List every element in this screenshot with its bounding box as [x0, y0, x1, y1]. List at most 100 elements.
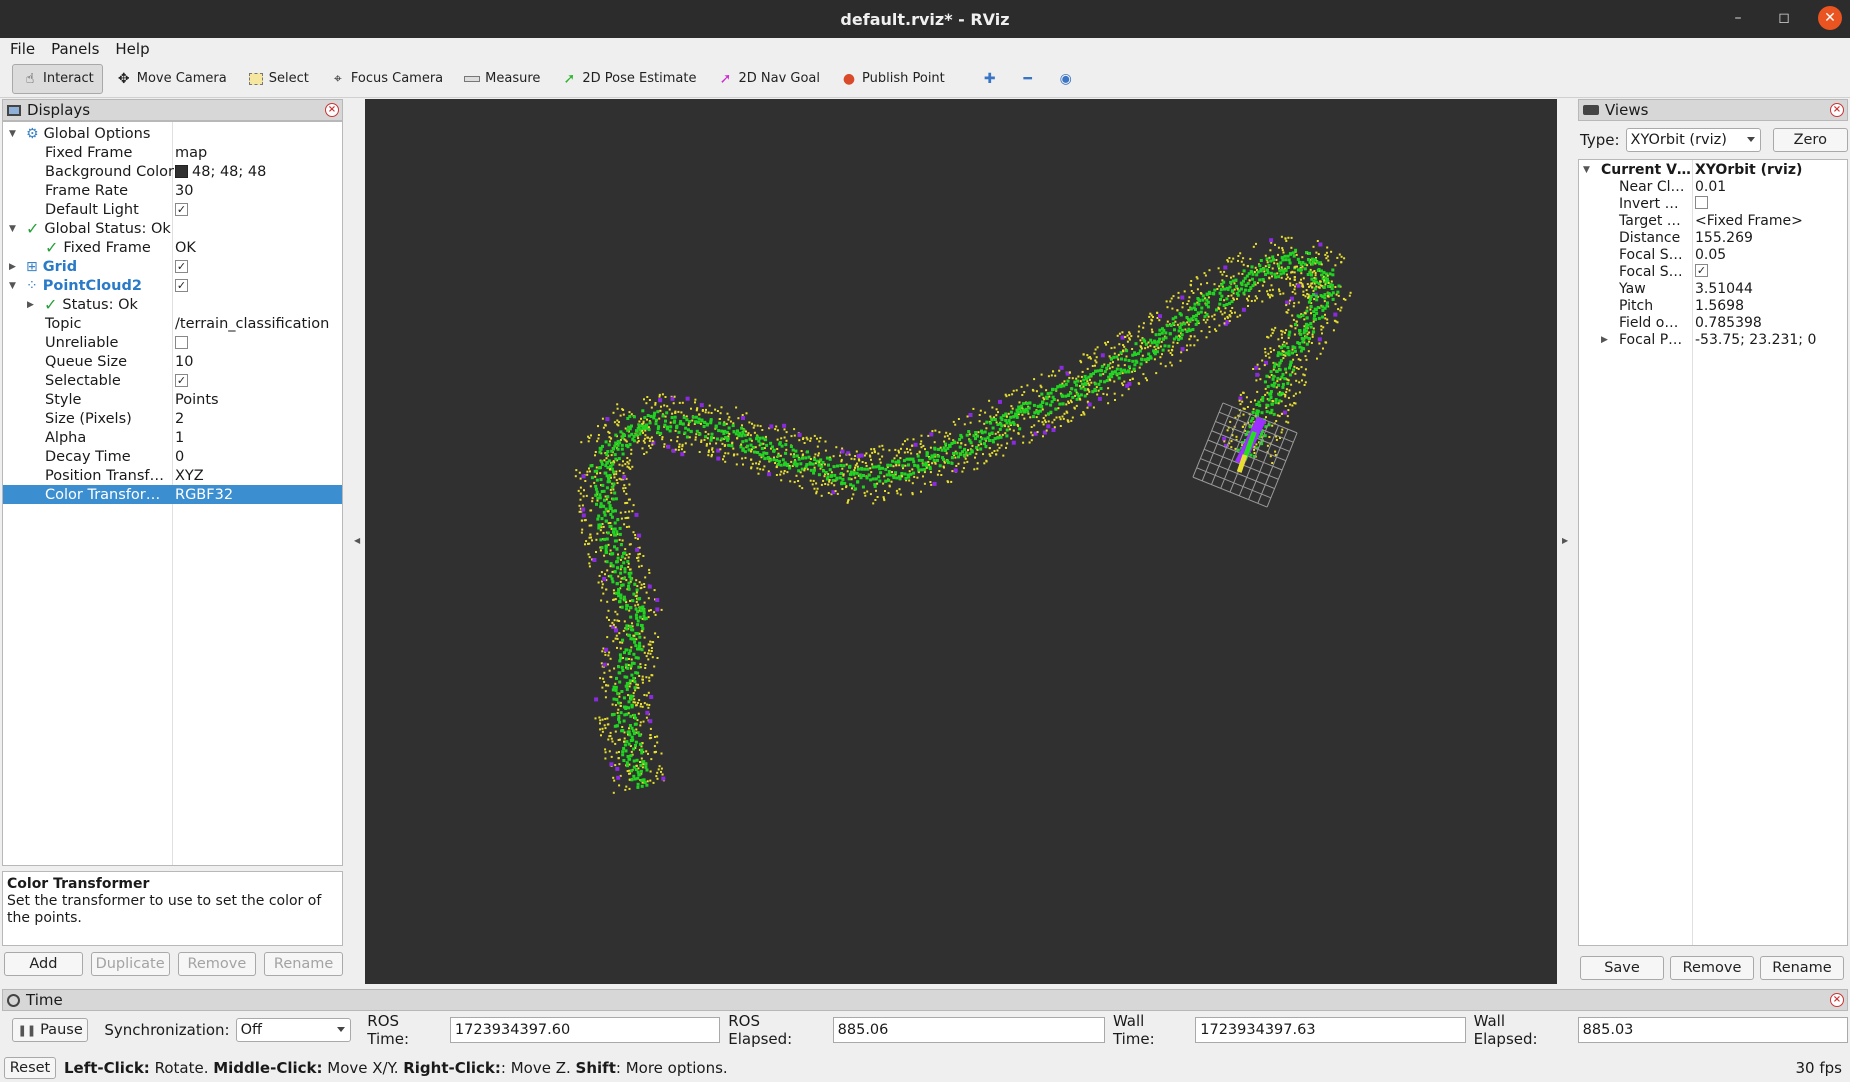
view-row-focal-shape-fixed[interactable]: Focal S… ✓ [1579, 264, 1847, 281]
left-splitter-arrow-icon[interactable]: ◀ [354, 536, 361, 545]
grid-enabled-checkbox[interactable]: ✓ [175, 260, 188, 273]
default-light-checkbox[interactable]: ✓ [175, 203, 188, 216]
tree-row-selectable[interactable]: Selectable ✓ [3, 371, 342, 390]
row-value[interactable]: 1.5698 [1695, 298, 1744, 314]
menu-file[interactable]: File [10, 40, 36, 58]
row-value[interactable]: 2 [175, 410, 185, 427]
view-row-focal-shape-size[interactable]: Focal S… 0.05 [1579, 247, 1847, 264]
maximize-icon[interactable]: ◻ [1778, 10, 1790, 26]
row-value[interactable]: <Fixed Frame> [1695, 213, 1803, 229]
row-value[interactable]: map [175, 144, 208, 161]
tool-interact[interactable]: ☝ Interact [12, 63, 103, 94]
pause-button[interactable]: ❚❚ Pause [12, 1018, 89, 1042]
save-view-button[interactable]: Save [1580, 956, 1664, 980]
tree-row-default-light[interactable]: Default Light ✓ [3, 200, 342, 219]
row-value[interactable]: 30 [175, 182, 194, 199]
view-type-select[interactable]: XYOrbit (rviz) [1625, 128, 1761, 152]
row-value[interactable]: 155.269 [1695, 230, 1753, 246]
tree-row-fixed-frame[interactable]: Fixed Frame map [3, 143, 342, 162]
tree-row-style[interactable]: Style Points [3, 390, 342, 409]
view-row-near-clip[interactable]: Near Cl… 0.01 [1579, 179, 1847, 196]
tree-row-size-pixels[interactable]: Size (Pixels) 2 [3, 409, 342, 428]
tree-row-color-transformer[interactable]: Color Transfor… RGBF32 [3, 485, 342, 504]
tree-row-queue-size[interactable]: Queue Size 10 [3, 352, 342, 371]
duplicate-button[interactable]: Duplicate [90, 952, 170, 976]
tree-row-topic[interactable]: Topic /terrain_classification [3, 314, 342, 333]
tree-row-pointcloud2[interactable]: ▼ ⁘ PointCloud2 ✓ [3, 276, 342, 295]
tool-move-camera[interactable]: ✥ Move Camera [107, 64, 235, 94]
row-value[interactable]: 0 [175, 448, 185, 465]
displays-tree[interactable]: ▼ ⚙ Global Options Fixed Frame map Backgro… [2, 121, 343, 866]
tool-2d-pose-estimate[interactable]: ➚ 2D Pose Estimate [552, 64, 704, 94]
rename-view-button[interactable]: Rename [1760, 956, 1844, 980]
tool-focus-camera[interactable]: ⌖ Focus Camera [321, 64, 451, 94]
row-value[interactable]: XYZ [175, 467, 204, 484]
views-tree[interactable]: ▼ Current V… XYOrbit (rviz) Near Cl… 0.01… [1578, 159, 1848, 946]
tree-row-background-color[interactable]: Background Color 48; 48; 48 [3, 162, 342, 181]
sync-select[interactable]: Off [235, 1018, 352, 1042]
tree-row-decay-time[interactable]: Decay Time 0 [3, 447, 342, 466]
tree-row-global-options[interactable]: ▼ ⚙ Global Options [3, 124, 342, 143]
tree-row-status-fixed-frame[interactable]: ✓ Fixed Frame OK [3, 238, 342, 257]
tree-row-position-transformer[interactable]: Position Transf… XYZ [3, 466, 342, 485]
tree-row-grid[interactable]: ▶ ⊞ Grid ✓ [3, 257, 342, 276]
view-row-invert[interactable]: Invert … [1579, 196, 1847, 213]
row-value[interactable]: Points [175, 391, 219, 408]
close-panel-icon[interactable]: × [325, 103, 339, 117]
collapse-arrow-icon[interactable]: ▶ [9, 261, 16, 272]
selectable-checkbox[interactable]: ✓ [175, 374, 188, 387]
view-row-target[interactable]: Target … <Fixed Frame> [1579, 213, 1847, 230]
row-value[interactable]: /terrain_classification [175, 315, 330, 332]
expand-arrow-icon[interactable]: ▼ [9, 223, 16, 234]
close-panel-icon[interactable]: × [1830, 993, 1844, 1007]
row-value[interactable]: RGBF32 [175, 486, 234, 503]
row-value[interactable]: 1 [175, 429, 185, 446]
remove-button[interactable]: Remove [177, 952, 257, 976]
tool-measure[interactable]: Measure [455, 64, 548, 94]
tool-select[interactable]: Select [239, 64, 317, 94]
invert-checkbox[interactable] [1695, 196, 1708, 209]
view-row-pitch[interactable]: Pitch 1.5698 [1579, 298, 1847, 315]
view-row-current[interactable]: ▼ Current V… XYOrbit (rviz) [1579, 162, 1847, 179]
row-value[interactable]: -53.75; 23.231; 0 [1695, 332, 1817, 348]
row-value[interactable]: 0.01 [1695, 179, 1727, 195]
remove-tool-button[interactable]: ━ [1011, 64, 1045, 94]
tree-row-global-status[interactable]: ▼ ✓ Global Status: Ok [3, 219, 342, 238]
render-viewport[interactable] [365, 99, 1557, 984]
tree-row-alpha[interactable]: Alpha 1 [3, 428, 342, 447]
wall-time-field[interactable]: 1723934397.63 [1195, 1017, 1466, 1043]
zero-button[interactable]: Zero [1772, 128, 1848, 152]
row-value[interactable]: 0.785398 [1695, 315, 1762, 331]
remove-view-button[interactable]: Remove [1670, 956, 1754, 980]
view-row-focal-point[interactable]: ▶ Focal P… -53.75; 23.231; 0 [1579, 332, 1847, 349]
view-row-distance[interactable]: Distance 155.269 [1579, 230, 1847, 247]
expand-arrow-icon[interactable]: ▼ [9, 280, 16, 291]
tree-row-frame-rate[interactable]: Frame Rate 30 [3, 181, 342, 200]
ros-time-field[interactable]: 1723934397.60 [449, 1017, 721, 1043]
row-value[interactable]: 48; 48; 48 [192, 163, 267, 180]
add-tool-button[interactable]: ✚ [973, 64, 1007, 94]
row-value[interactable]: 0.05 [1695, 247, 1727, 263]
view-row-field-of-view[interactable]: Field o… 0.785398 [1579, 315, 1847, 332]
rename-button[interactable]: Rename [264, 952, 343, 976]
tool-visibility-button[interactable]: ◉ [1049, 64, 1083, 94]
menu-help[interactable]: Help [115, 40, 150, 58]
view-row-yaw[interactable]: Yaw 3.51044 [1579, 281, 1847, 298]
collapse-arrow-icon[interactable]: ▶ [27, 299, 34, 310]
row-value[interactable]: 3.51044 [1695, 281, 1753, 297]
expand-arrow-icon[interactable]: ▼ [1583, 165, 1590, 175]
menu-panels[interactable]: Panels [51, 40, 100, 58]
close-icon[interactable]: ✕ [1818, 6, 1842, 30]
ros-elapsed-field[interactable]: 885.06 [832, 1017, 1105, 1043]
tree-row-status-ok[interactable]: ▶ ✓ Status: Ok [3, 295, 342, 314]
collapse-arrow-icon[interactable]: ▶ [1601, 335, 1608, 345]
focal-shape-checkbox[interactable]: ✓ [1695, 264, 1708, 277]
add-button[interactable]: Add [4, 952, 83, 976]
unreliable-checkbox[interactable] [175, 336, 188, 349]
reset-button[interactable]: Reset [4, 1057, 56, 1079]
tree-row-unreliable[interactable]: Unreliable [3, 333, 342, 352]
tool-2d-nav-goal[interactable]: ➚ 2D Nav Goal [708, 64, 828, 94]
tool-publish-point[interactable]: ● Publish Point [832, 64, 953, 94]
color-swatch[interactable] [175, 165, 188, 178]
wall-elapsed-field[interactable]: 885.03 [1577, 1017, 1848, 1043]
